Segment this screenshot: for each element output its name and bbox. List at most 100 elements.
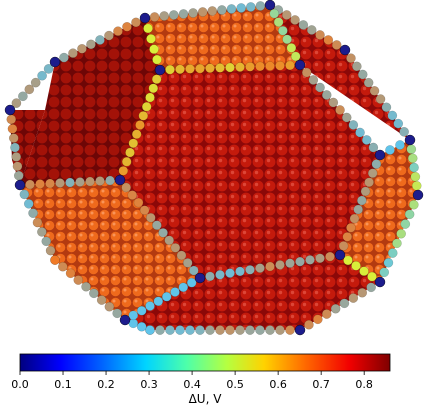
face-hexagon-top-left [20, 18, 160, 185]
edge-bead [159, 11, 170, 21]
edge-bead [411, 180, 422, 191]
edge-bead [32, 217, 43, 228]
edge-bead [351, 260, 361, 271]
edge-bead [145, 325, 155, 335]
vertex-bead [412, 189, 424, 201]
edge-bead [364, 177, 374, 188]
edge-bead [235, 325, 245, 335]
edge-bead [148, 83, 159, 94]
truncated-octahedron [4, 0, 424, 336]
edge-bead [400, 219, 411, 229]
edge-bead [59, 52, 69, 63]
vertex-bead [119, 314, 131, 326]
edge-bead [18, 91, 28, 102]
edge-bead [85, 176, 95, 187]
face-square-left [20, 180, 200, 320]
edge-bead [255, 1, 266, 11]
edge-bead [65, 177, 75, 188]
edge-bead [325, 251, 335, 262]
edge-bead [217, 5, 227, 15]
edge-bead [178, 282, 189, 293]
edge-bead [356, 195, 367, 206]
edge-bead [348, 293, 359, 303]
edge-bead [395, 140, 405, 150]
edge-bead [165, 64, 175, 75]
edge-bead [360, 186, 371, 197]
edge-bead [104, 301, 115, 312]
edge-bead [363, 77, 374, 88]
edge-bead [7, 123, 18, 134]
edge-bead [195, 63, 205, 74]
edge-bead [407, 153, 418, 164]
edge-bead [286, 43, 297, 53]
edge-bead [182, 258, 193, 268]
edge-bead [349, 213, 360, 224]
colorbar-tick-label: 0.1 [54, 378, 72, 391]
edge-bead [381, 102, 392, 113]
edge-bead [81, 281, 91, 292]
edge-bead [265, 325, 275, 335]
edge-bead [315, 82, 325, 93]
edge-bead [131, 129, 142, 140]
edge-23 [15, 175, 125, 190]
edge-bead [121, 182, 132, 193]
edge-bead [8, 133, 19, 143]
edge-bead [385, 145, 395, 155]
vertex-bead [194, 272, 206, 284]
edge-bead [275, 60, 285, 71]
faces [10, 5, 418, 330]
vertex-bead [264, 0, 276, 11]
edge-bead [145, 92, 155, 103]
colorbar-tick-label: 0.0 [11, 378, 29, 391]
edge-bead [255, 61, 265, 72]
colorbar-tick-label: 0.4 [183, 378, 201, 391]
edge-bead [135, 120, 145, 130]
colorbar-ticks: 0.0 0.1 0.2 0.3 0.4 0.5 0.6 0.7 0.8 [11, 371, 373, 391]
face-square-top-right [270, 5, 410, 140]
edge-bead [315, 253, 325, 264]
edge-bead [136, 321, 147, 332]
edge-bead [387, 110, 398, 121]
edge-bead [57, 261, 68, 272]
edge-bead [275, 260, 285, 270]
edge-bead [348, 120, 359, 130]
edge-bead [12, 161, 23, 172]
edge-bead [330, 303, 341, 314]
edge-bead [404, 209, 415, 220]
edge-bead [245, 325, 255, 335]
edge-bead [278, 25, 288, 36]
edge-bead [105, 175, 115, 186]
edge-bead [155, 325, 165, 335]
edge-bead [359, 266, 369, 277]
colorbar-tick-label: 0.5 [226, 378, 244, 391]
edge-bead [149, 44, 159, 55]
vertex-bead [339, 44, 351, 56]
edge-bead [393, 118, 404, 129]
edge-bead [146, 33, 156, 44]
edge-bead [392, 238, 402, 249]
edge-bead [41, 236, 52, 247]
edge-bead [406, 144, 417, 155]
edge-bead [195, 325, 205, 335]
edge-bead [357, 287, 368, 298]
edge-bead [10, 142, 20, 153]
edge-bead [275, 325, 285, 335]
edge-bead [236, 3, 247, 13]
edge-bead [131, 17, 141, 28]
edge-bead [306, 25, 317, 35]
vertex-bead [404, 134, 416, 146]
edge-bead [37, 227, 47, 237]
edge-bead [351, 61, 362, 72]
colorbar-tick-label: 0.2 [97, 378, 115, 391]
edge-bead [175, 64, 185, 75]
face-hexagon-bottom [125, 255, 380, 330]
edge-bead [312, 314, 323, 325]
edge-bead [368, 142, 379, 153]
edge-bead [290, 51, 301, 62]
edge-bead [207, 6, 218, 16]
edge-bead [95, 35, 105, 45]
edge-bead [43, 64, 54, 74]
edge-bead [290, 15, 300, 25]
edge-bead [35, 179, 45, 189]
